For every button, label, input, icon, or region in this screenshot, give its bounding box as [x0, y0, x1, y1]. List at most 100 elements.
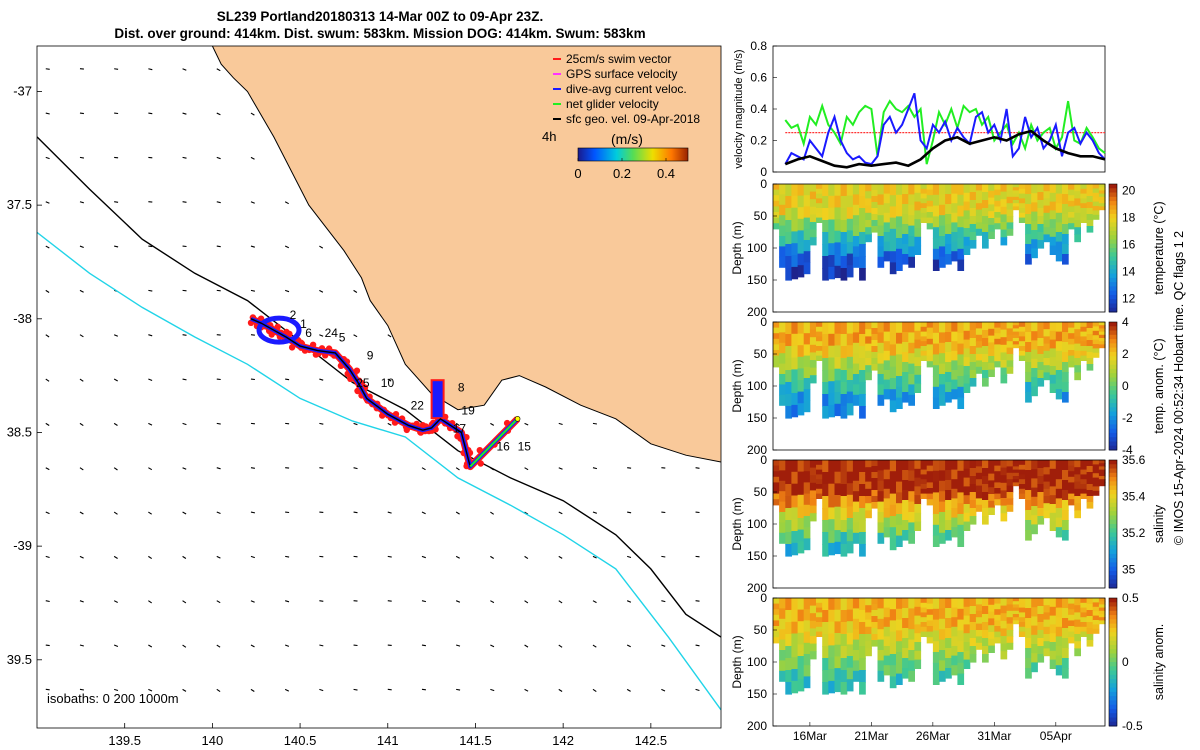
- section-cell: [797, 609, 805, 622]
- section-cell: [852, 670, 860, 682]
- section-cell: [852, 342, 860, 354]
- section-cell: [889, 389, 897, 401]
- section-cell: [908, 512, 915, 523]
- section-cell: [852, 394, 860, 406]
- section-cell: [1068, 206, 1075, 213]
- section-cell: [1074, 220, 1081, 228]
- section-cell: [871, 334, 879, 341]
- section-cell: [834, 679, 842, 693]
- section-cell: [1031, 487, 1038, 498]
- section-cell: [859, 208, 866, 221]
- section-cell: [834, 483, 842, 496]
- section-cell: [883, 360, 891, 371]
- section-cell: [914, 624, 922, 634]
- section-cell: [957, 630, 965, 642]
- section-cell: [785, 268, 792, 281]
- current-vector: [45, 511, 50, 515]
- y-tick-label: -39: [13, 538, 32, 553]
- section-cell: [1074, 365, 1081, 373]
- section-cell: [803, 538, 811, 551]
- section-cell: [877, 532, 885, 544]
- current-vector: [387, 600, 392, 602]
- dive-marker-label: 10: [381, 376, 395, 390]
- section-cell: [779, 225, 786, 237]
- section-cell: [834, 254, 842, 267]
- section-cell: [828, 519, 835, 532]
- section-cell: [1006, 322, 1014, 329]
- section-cell: [809, 329, 817, 338]
- x-tick-label: 16Mar: [793, 729, 827, 743]
- section-cell: [1074, 358, 1081, 366]
- section-cell: [945, 598, 952, 609]
- section-cell: [994, 195, 1001, 202]
- section-cell: [926, 488, 934, 495]
- section-cell: [828, 231, 835, 244]
- section-cell: [982, 614, 989, 623]
- section-cell: [797, 656, 805, 669]
- section-cell: [914, 615, 922, 625]
- section-cell: [877, 670, 885, 682]
- section-cell: [920, 212, 928, 219]
- section-cell: [939, 639, 946, 651]
- section-cell: [914, 192, 922, 203]
- section-cell: [1025, 244, 1032, 255]
- section-cell: [1025, 214, 1032, 225]
- section-cell: [994, 344, 1001, 351]
- section-cell: [1043, 191, 1051, 199]
- section-cell: [926, 465, 934, 472]
- section-cell: [791, 266, 799, 280]
- section-cell: [773, 195, 780, 202]
- section-cell: [816, 326, 823, 333]
- section-cell: [828, 195, 835, 209]
- section-cell: [1012, 460, 1020, 464]
- section-cell: [988, 231, 995, 239]
- section-cell: [1055, 241, 1063, 252]
- section-cell: [877, 394, 885, 406]
- current-vector: [524, 511, 529, 515]
- section-cell: [803, 344, 811, 357]
- section-cell: [1031, 653, 1038, 663]
- section-cell: [932, 205, 940, 217]
- current-vector: [114, 68, 119, 70]
- section-cell: [1049, 504, 1057, 514]
- section-cell: [1043, 641, 1051, 649]
- section-cell: [1074, 634, 1081, 642]
- section-cell: [865, 329, 872, 337]
- section-cell: [1080, 341, 1088, 347]
- section-cell: [1080, 184, 1088, 190]
- section-cell: [1043, 322, 1051, 330]
- section-cell: [822, 370, 829, 383]
- section-cell: [945, 352, 952, 363]
- section-cell: [840, 406, 848, 419]
- section-cell: [859, 232, 866, 245]
- section-cell: [988, 328, 995, 337]
- section-cell: [920, 217, 928, 223]
- section-cell: [889, 400, 897, 413]
- section-cell: [975, 216, 983, 223]
- section-cell: [889, 516, 897, 528]
- colorbar-cell: [1109, 696, 1117, 701]
- section-cell: [883, 389, 891, 400]
- section-cell: [1018, 460, 1026, 466]
- section-cell: [1012, 482, 1020, 487]
- section-cell: [951, 370, 958, 381]
- section-cell: [1055, 636, 1063, 647]
- section-cell: [889, 262, 897, 275]
- section-cell: [975, 196, 983, 204]
- colorbar-cell: [1109, 570, 1117, 576]
- section-cell: [1074, 191, 1081, 199]
- section-cell: [982, 460, 989, 469]
- section-cell: [1062, 520, 1069, 531]
- section-cell: [1025, 648, 1032, 659]
- section-cell: [1074, 474, 1081, 483]
- section-cell: [963, 624, 971, 634]
- colorbar-cell: [1109, 373, 1117, 378]
- section-cell: [939, 608, 946, 620]
- section-cell: [865, 641, 872, 649]
- section-cell: [908, 470, 915, 482]
- colorbar-cell: [1109, 277, 1117, 283]
- y-tick-label: 0: [760, 591, 767, 605]
- colorbar-cell: [1109, 662, 1117, 667]
- section-cell: [840, 532, 848, 545]
